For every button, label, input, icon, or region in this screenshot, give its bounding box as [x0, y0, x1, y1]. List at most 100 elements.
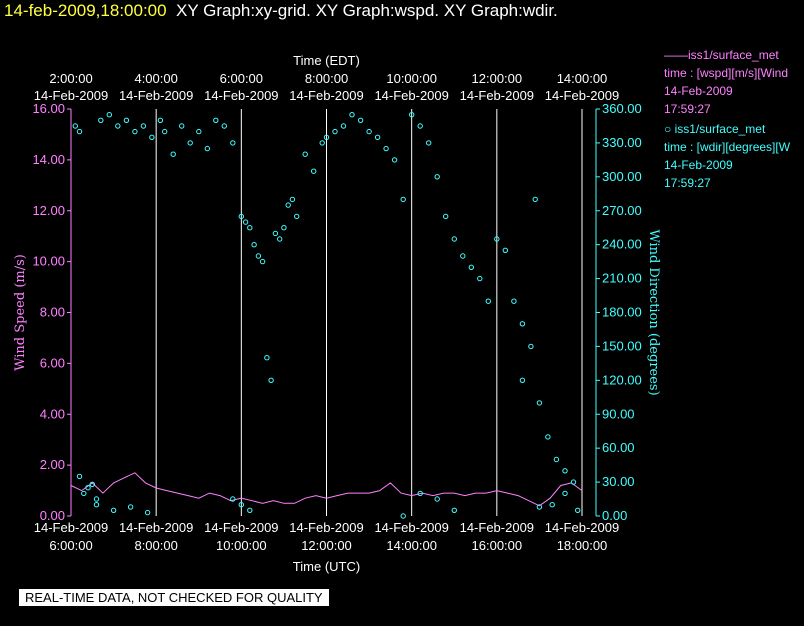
wind-direction-point [196, 128, 202, 135]
wind-direction-point [170, 151, 176, 157]
wind-direction-point [332, 128, 338, 135]
bottom-tick-date: 14-Feb-2009 [204, 520, 278, 535]
wind-direction-point [238, 213, 245, 220]
legend-line-swatch: —— [664, 48, 688, 62]
right-tick-label: 150.00 [602, 338, 642, 353]
wind-direction-point [187, 140, 193, 146]
top-tick-date: 14-Feb-2009 [289, 88, 363, 103]
graph-title: 14-feb-2009,18:00:00 XY Graph:xy-grid. X… [4, 1, 558, 21]
right-tick-label: 60.00 [602, 440, 635, 455]
wind-direction-point [264, 355, 270, 361]
bottom-axis-label: Time (UTC) [293, 559, 360, 574]
legend-date: 14-Feb-2009 [664, 158, 733, 172]
wind-direction-point [426, 140, 432, 146]
top-tick-date: 14-Feb-2009 [374, 88, 448, 103]
left-tick-label: 14.00 [32, 152, 65, 167]
wind-direction-point [477, 275, 483, 282]
top-tick-date: 14-Feb-2009 [34, 88, 108, 103]
wind-direction-point [277, 236, 283, 242]
wind-direction-point [247, 225, 253, 231]
wind-direction-point [451, 236, 457, 242]
wind-direction-point [157, 117, 164, 124]
wind-direction-point [115, 123, 121, 129]
wind-direction-point [204, 145, 211, 152]
wind-direction-point [89, 481, 96, 487]
legend-axis-desc: time : [wdir][degrees][W [664, 140, 791, 154]
wind-direction-point [519, 377, 526, 383]
wind-direction-point [140, 123, 147, 129]
top-tick-time: 8:00:00 [305, 71, 348, 86]
wind-direction-point [289, 196, 296, 203]
wind-direction-point [123, 117, 130, 124]
right-tick-label: 210.00 [602, 271, 642, 286]
wind-direction-point [383, 145, 389, 152]
top-tick-time: 4:00:00 [134, 71, 177, 86]
wind-direction-point [311, 168, 317, 174]
wind-direction-point [319, 140, 325, 146]
wind-direction-point [485, 298, 491, 304]
wind-direction-point [460, 253, 466, 259]
wind-direction-point [511, 298, 517, 304]
bottom-tick-time: 6:00:00 [49, 538, 92, 553]
wind-direction-point [434, 174, 440, 180]
right-tick-label: 0.00 [602, 508, 627, 523]
wind-direction-point [553, 456, 560, 463]
wind-direction-point [81, 490, 87, 497]
right-axis-label: Wind Direction (degrees) [646, 229, 661, 395]
wind-direction-point [294, 213, 300, 220]
bottom-tick-date: 14-Feb-2009 [34, 520, 108, 535]
wind-direction-point [545, 434, 551, 440]
quality-warning: REAL-TIME DATA, NOT CHECKED FOR QUALITY [19, 589, 329, 606]
bottom-tick-time: 12:00:00 [301, 538, 352, 553]
wind-direction-point [532, 196, 538, 203]
legend-date: 14-Feb-2009 [664, 84, 733, 98]
legend-time: 17:59:27 [664, 176, 711, 190]
left-axis-label: Wind Speed (m/s) [13, 254, 28, 371]
wind-direction-point [132, 128, 138, 135]
wind-direction-point [400, 513, 406, 519]
right-tick-label: 30.00 [602, 474, 635, 489]
wind-direction-point [230, 496, 236, 502]
wind-direction-point [247, 507, 253, 513]
wind-direction-point [536, 504, 543, 510]
wind-direction-point [417, 490, 423, 497]
wind-direction-point [302, 151, 308, 157]
wind-direction-point [268, 377, 274, 383]
left-tick-label: 10.00 [32, 254, 65, 269]
right-tick-label: 240.00 [602, 237, 642, 252]
wind-direction-point [400, 196, 406, 203]
top-tick-date: 14-Feb-2009 [119, 88, 193, 103]
title-timestamp: 14-feb-2009,18:00:00 [4, 1, 167, 20]
legend-series-name: iss1/surface_met [688, 48, 779, 62]
wind-direction-point [357, 117, 364, 124]
wind-direction-point [417, 123, 423, 129]
right-tick-label: 120.00 [602, 372, 642, 387]
wind-direction-point [238, 502, 245, 508]
left-tick-label: 4.00 [40, 406, 65, 421]
wind-direction-point [570, 479, 577, 485]
bottom-tick-date: 14-Feb-2009 [460, 520, 534, 535]
wind-direction-point [409, 112, 415, 118]
wind-direction-point [162, 128, 168, 135]
bottom-tick-date: 14-Feb-2009 [374, 520, 448, 535]
wind-direction-point [179, 123, 185, 129]
left-tick-label: 6.00 [40, 355, 65, 370]
wind-direction-point [272, 230, 279, 237]
wind-direction-point [549, 502, 555, 508]
wind-direction-point [349, 112, 355, 118]
top-tick-date: 14-Feb-2009 [460, 88, 534, 103]
wind-direction-point [528, 343, 534, 350]
wind-direction-point [110, 507, 117, 513]
wind-direction-point [221, 123, 228, 129]
wind-direction-point [76, 128, 83, 135]
wind-direction-point [255, 253, 262, 259]
legend-circle-swatch: ○ [664, 122, 672, 136]
wind-direction-point [149, 134, 155, 141]
top-tick-time: 6:00:00 [220, 71, 263, 86]
wind-direction-point [562, 490, 568, 497]
wind-direction-point [443, 213, 449, 220]
wind-direction-point [85, 485, 91, 491]
wind-direction-point [230, 140, 236, 146]
wind-direction-point [242, 219, 249, 225]
